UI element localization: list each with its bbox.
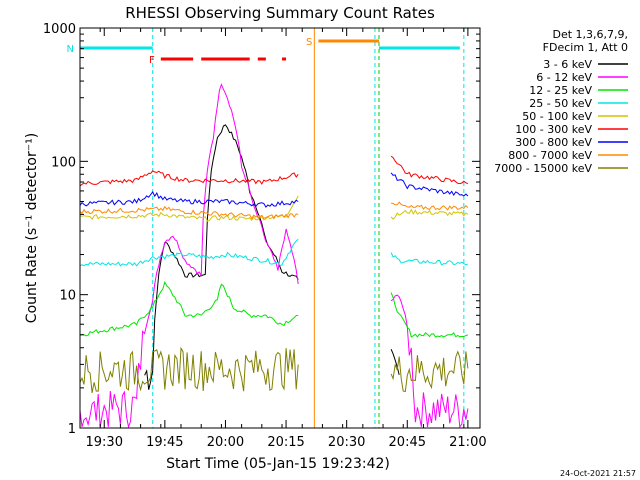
legend-label-1: 6 - 12 keV <box>536 71 592 84</box>
series-line-25-to-50keV <box>79 238 299 267</box>
x-tick-label-1945: 19:45 <box>146 435 183 450</box>
series-line-800-to-7000keV <box>391 201 469 211</box>
x-tick-label-2100: 21:00 <box>449 435 486 450</box>
x-tick-label-2045: 20:45 <box>389 435 426 450</box>
x-tick-label-2015: 20:15 <box>267 435 304 450</box>
legend-label-0: 3 - 6 keV <box>543 58 592 71</box>
series-line-6-to-12keV <box>390 294 469 429</box>
chart-title: RHESSI Observing Summary Count Rates <box>125 4 435 22</box>
axes: 1 10 100 1000 19:30 19:45 20:00 20:15 20:30 20:45… <box>43 22 487 450</box>
legend-label-4: 50 - 100 keV <box>522 110 592 123</box>
flag-label-S: S <box>306 37 312 48</box>
plot-frame <box>79 27 481 429</box>
legend-header-line-1: Det 1,3,6,7,9, <box>552 28 628 41</box>
series-line-12-to-25keV <box>390 292 469 338</box>
series-line-12-to-25keV <box>79 280 299 337</box>
y-tick-label-1000: 1000 <box>43 22 76 37</box>
series-line-100-to-300keV <box>390 155 469 185</box>
series-line-7000-to-15000keV <box>390 350 469 393</box>
series-line-100-to-300keV <box>79 170 299 187</box>
legend-label-2: 12 - 25 keV <box>529 84 592 97</box>
y-tick-label-100: 100 <box>51 155 76 170</box>
series-line-25-to-50keV <box>390 252 469 266</box>
x-tick-label-2000: 20:00 <box>207 435 244 450</box>
legend-label-8: 7000 - 15000 keV <box>494 162 592 175</box>
series-line-3-to-6keV <box>144 124 299 390</box>
legend-label-3: 25 - 50 keV <box>529 97 592 110</box>
series-line-50-to-100keV <box>390 208 469 220</box>
legend-label-5: 100 - 300 keV <box>515 123 592 136</box>
legend-label-6: 300 - 800 keV <box>515 136 592 149</box>
flag-label-N: N <box>67 44 74 55</box>
y-tick-label-10: 10 <box>59 289 76 304</box>
legend-header-line-2: FDecim 1, Att 0 <box>543 41 628 54</box>
series-line-800-to-7000keV <box>79 205 299 220</box>
legend-label-7: 800 - 7000 keV <box>508 149 592 162</box>
x-tick-label-2030: 20:30 <box>328 435 365 450</box>
series-line-50-to-100keV <box>79 195 299 222</box>
series-line-3-to-6keV <box>390 349 400 376</box>
series-line-7000-to-15000keV <box>79 346 299 393</box>
y-axis-label: Count Rate (s⁻¹ detector⁻¹) <box>24 133 40 323</box>
series-line-6-to-12keV <box>79 83 299 429</box>
plot-area: N F S <box>67 28 469 429</box>
series-line-300-to-800keV <box>390 172 469 197</box>
flag-label-F: F <box>149 55 155 66</box>
x-axis-label: Start Time (05-Jan-15 19:23:42) <box>166 456 390 472</box>
y-tick-label-1: 1 <box>68 422 76 437</box>
footer-date: 24-Oct-2021 21:57 <box>560 469 636 478</box>
series-line-300-to-800keV <box>79 191 299 208</box>
x-tick-label-1930: 19:30 <box>86 435 123 450</box>
